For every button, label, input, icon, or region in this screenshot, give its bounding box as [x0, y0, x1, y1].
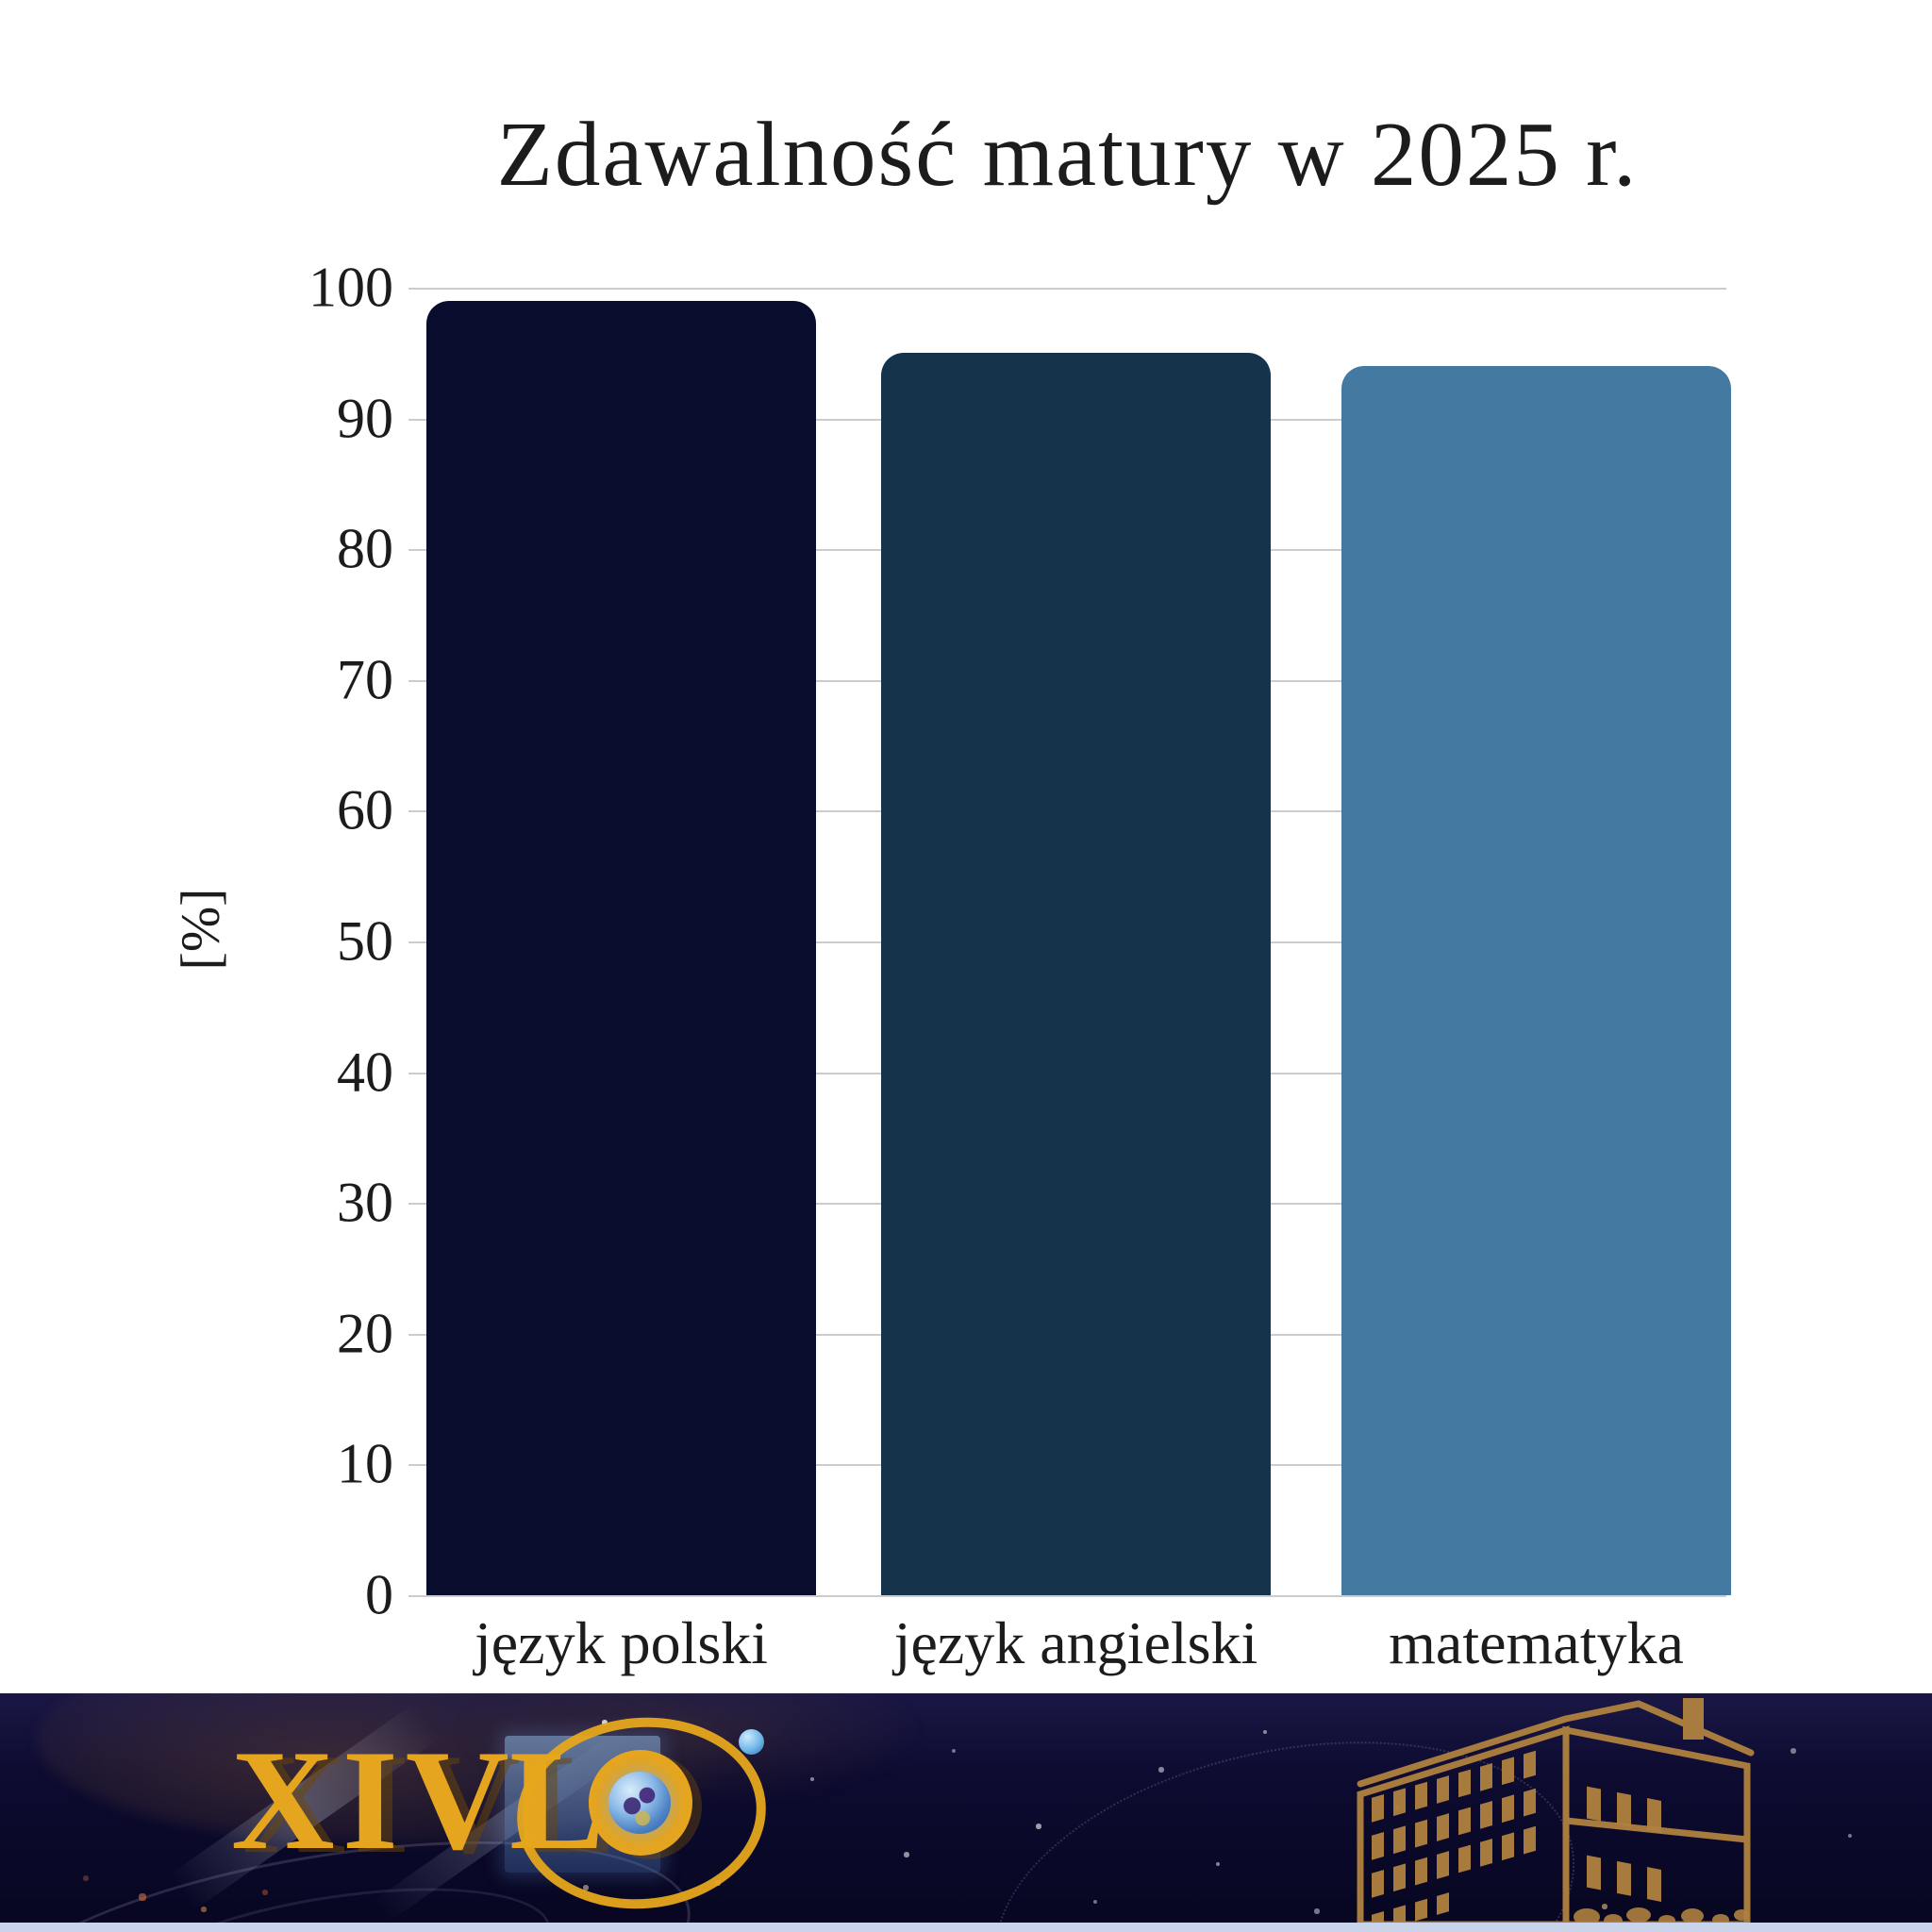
footer-bottom-strip: [0, 1923, 1932, 1932]
x-category-label: język angielski: [893, 1609, 1258, 1676]
y-tick-label: 80: [337, 517, 393, 580]
y-tick-label: 90: [337, 387, 393, 450]
bar-język-angielski: [881, 353, 1271, 1595]
y-tick-label: 40: [337, 1041, 393, 1104]
globe-icon: [608, 1772, 671, 1834]
y-tick-label: 100: [308, 256, 393, 319]
y-tick-label: 30: [337, 1171, 393, 1234]
y-axis-label: [%]: [169, 888, 231, 971]
planet-dot-icon: [739, 1729, 764, 1755]
bar-matematyka: [1341, 366, 1731, 1595]
y-tick-label: 60: [337, 778, 393, 841]
y-tick-label: 70: [337, 648, 393, 711]
gridline: [408, 288, 1726, 290]
gridline: [408, 1595, 1726, 1597]
bar-język-polski: [426, 300, 816, 1595]
x-category-label: matematyka: [1389, 1609, 1684, 1676]
y-tick-label: 50: [337, 909, 393, 973]
chart-title: Zdawalność matury w 2025 r.: [496, 104, 1639, 205]
school-building-icon: [1357, 1698, 1755, 1929]
logo-text-xiv: XIV: [231, 1721, 517, 1879]
footer-banner: XIV L: [0, 1693, 1932, 1932]
school-logo: XIV L: [0, 1693, 1932, 1932]
x-category-label: język polski: [474, 1609, 769, 1676]
plot-area: 100 90 80 70 60 50 40 30 20 10 0 język polski język …: [308, 257, 1731, 1676]
y-tick-label: 0: [365, 1563, 393, 1626]
y-tick-label: 20: [337, 1302, 393, 1365]
y-tick-label: 10: [337, 1432, 393, 1495]
